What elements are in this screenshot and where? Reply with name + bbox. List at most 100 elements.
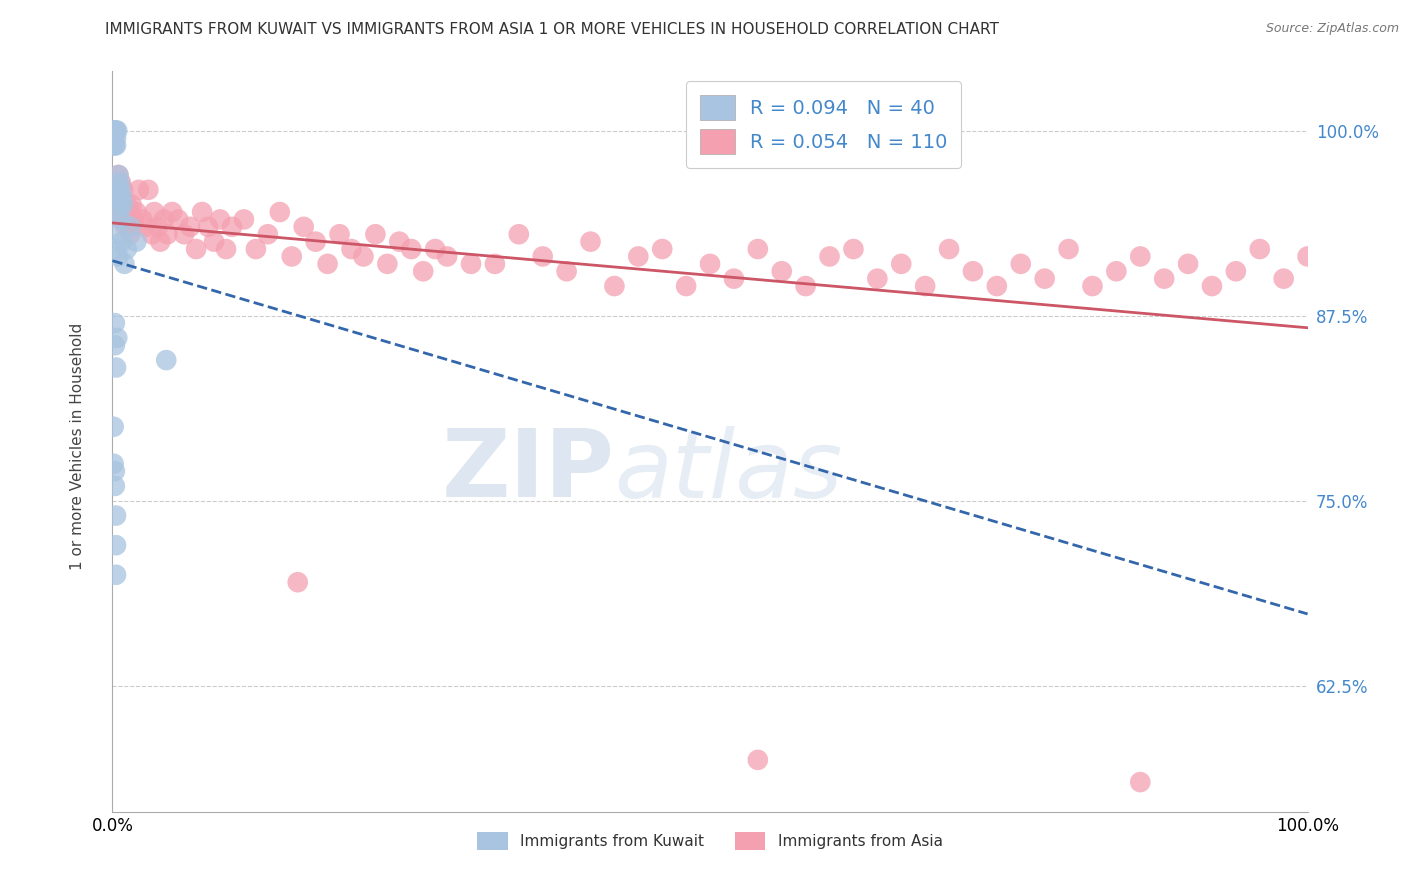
Point xyxy=(114,205,135,219)
Point xyxy=(747,242,769,256)
Point xyxy=(103,457,125,471)
Point xyxy=(1081,279,1104,293)
Point xyxy=(281,250,304,264)
Point xyxy=(138,183,160,197)
Point xyxy=(555,264,578,278)
Point xyxy=(1105,264,1128,278)
Point xyxy=(107,168,129,182)
Point xyxy=(425,242,447,256)
Point xyxy=(149,235,172,249)
Point xyxy=(104,316,127,330)
Point xyxy=(603,279,626,293)
Point xyxy=(1129,775,1152,789)
Point xyxy=(1153,271,1175,285)
Point xyxy=(107,183,129,197)
Point xyxy=(103,138,125,153)
Point xyxy=(105,360,128,375)
Point xyxy=(114,257,135,271)
Point xyxy=(156,227,179,242)
Point xyxy=(699,257,721,271)
Point xyxy=(221,219,243,234)
Point xyxy=(484,257,506,271)
Point xyxy=(388,235,411,249)
Point xyxy=(723,271,745,285)
Point xyxy=(186,242,208,256)
Point xyxy=(1296,250,1319,264)
Point xyxy=(215,242,238,256)
Point xyxy=(128,183,150,197)
Point xyxy=(818,250,841,264)
Point xyxy=(115,197,138,211)
Point xyxy=(107,205,129,219)
Point xyxy=(103,123,125,137)
Point xyxy=(155,353,177,368)
Point xyxy=(914,279,936,293)
Point xyxy=(112,197,135,211)
Point xyxy=(842,242,865,256)
Point xyxy=(1010,257,1032,271)
Point xyxy=(104,479,127,493)
Point xyxy=(191,205,214,219)
Point xyxy=(508,227,530,242)
Point xyxy=(1272,271,1295,285)
Point xyxy=(104,138,127,153)
Point xyxy=(108,176,131,190)
Point xyxy=(105,131,128,145)
Point xyxy=(115,242,138,256)
Point xyxy=(316,257,339,271)
Point xyxy=(329,227,352,242)
Point xyxy=(114,219,136,234)
Point xyxy=(412,264,434,278)
Point xyxy=(794,279,817,293)
Point xyxy=(110,176,132,190)
Point xyxy=(162,205,183,219)
Point xyxy=(245,242,267,256)
Point xyxy=(104,123,127,137)
Text: Source: ZipAtlas.com: Source: ZipAtlas.com xyxy=(1265,22,1399,36)
Point xyxy=(986,279,1008,293)
Point xyxy=(340,242,363,256)
Point xyxy=(675,279,697,293)
Point xyxy=(202,235,225,249)
Point xyxy=(436,250,458,264)
Point xyxy=(117,212,139,227)
Point xyxy=(103,123,125,137)
Point xyxy=(105,123,128,137)
Point xyxy=(107,168,129,182)
Point xyxy=(305,235,328,249)
Point xyxy=(579,235,602,249)
Point xyxy=(866,271,889,285)
Point xyxy=(153,212,176,227)
Point xyxy=(107,250,129,264)
Point xyxy=(401,242,423,256)
Point xyxy=(1177,257,1199,271)
Legend: Immigrants from Kuwait, Immigrants from Asia: Immigrants from Kuwait, Immigrants from … xyxy=(471,826,949,856)
Point xyxy=(209,212,232,227)
Point xyxy=(108,197,131,211)
Point xyxy=(105,227,128,242)
Point xyxy=(103,419,125,434)
Point xyxy=(1249,242,1271,256)
Point xyxy=(125,235,148,249)
Point xyxy=(531,250,554,264)
Point xyxy=(105,508,128,523)
Point xyxy=(105,190,128,204)
Point xyxy=(105,567,128,582)
Point xyxy=(292,219,315,234)
Point xyxy=(105,190,128,204)
Point xyxy=(890,257,912,271)
Point xyxy=(120,227,142,242)
Point xyxy=(179,219,201,234)
Point xyxy=(269,205,291,219)
Point xyxy=(938,242,960,256)
Point xyxy=(1225,264,1247,278)
Point xyxy=(125,205,148,219)
Point xyxy=(111,190,134,204)
Point xyxy=(110,212,132,227)
Point xyxy=(105,138,128,153)
Point xyxy=(173,227,195,242)
Point xyxy=(460,257,482,271)
Point xyxy=(104,338,127,352)
Point xyxy=(105,242,128,256)
Point xyxy=(110,183,132,197)
